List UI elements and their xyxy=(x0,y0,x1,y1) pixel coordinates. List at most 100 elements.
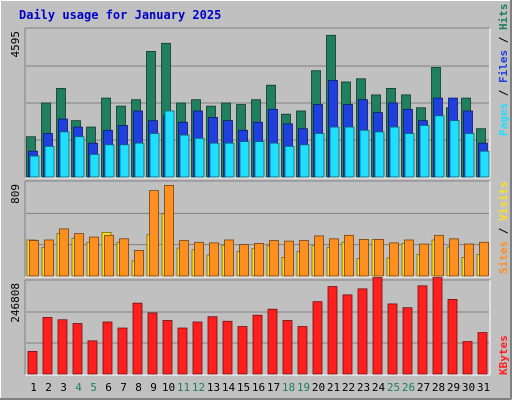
x-tick-label: 24 xyxy=(372,381,386,394)
kbytes-bar xyxy=(177,327,188,375)
y-max-label: 246808 xyxy=(9,283,22,323)
pages-bar xyxy=(449,120,460,178)
sites-bar xyxy=(389,242,399,277)
sites-bar xyxy=(194,241,204,277)
sites-bar xyxy=(299,240,309,277)
kbytes-bar xyxy=(222,320,233,375)
x-tick-label: 28 xyxy=(432,381,445,394)
kbytes-bar xyxy=(297,326,308,375)
legend-sites: Sites xyxy=(497,241,510,274)
kbytes-bar xyxy=(132,302,143,375)
y-max-label: 809 xyxy=(9,184,22,204)
x-tick-label: 14 xyxy=(222,381,236,394)
x-tick-label: 25 xyxy=(387,381,400,394)
legend-kbytes-panel: KBytes xyxy=(497,335,510,375)
pages-bar xyxy=(344,126,355,178)
sites-bar xyxy=(374,238,384,277)
kbytes-bar xyxy=(312,301,323,375)
x-tick-label: 31 xyxy=(477,381,490,394)
sites-bar xyxy=(314,235,324,277)
kbytes-bar xyxy=(447,298,458,375)
kbytes-bar xyxy=(342,294,353,375)
kbytes-bar xyxy=(87,340,98,375)
legend-separator: / xyxy=(497,30,510,50)
pages-bar xyxy=(404,133,415,178)
legend-files: Files xyxy=(497,50,510,83)
pages-bar xyxy=(299,144,310,178)
sites-bar xyxy=(359,238,369,277)
legend-separator: / xyxy=(497,221,510,241)
pages-bar xyxy=(479,150,490,178)
pages-bar xyxy=(74,136,85,178)
sites-bar xyxy=(269,240,279,277)
pages-bar xyxy=(419,125,430,178)
kbytes-bar xyxy=(102,321,113,375)
x-tick-label: 5 xyxy=(90,381,97,394)
x-tick-label: 1 xyxy=(30,381,37,394)
kbytes-bar xyxy=(477,332,488,375)
pages-bar xyxy=(254,141,265,178)
sites-bar xyxy=(434,234,444,277)
x-tick-label: 8 xyxy=(135,381,142,394)
sites-bar xyxy=(419,243,429,277)
kbytes-bar xyxy=(282,320,293,375)
x-tick-label: 7 xyxy=(120,381,127,394)
legend-visits: Visits xyxy=(497,181,510,221)
sites-panel: 809 xyxy=(9,180,491,278)
x-tick-label: 21 xyxy=(327,381,340,394)
pages-bar xyxy=(434,115,445,178)
sites-bar xyxy=(254,243,264,277)
x-tick-label: 13 xyxy=(207,381,220,394)
pages-bar xyxy=(44,146,55,178)
sites-bar xyxy=(29,240,39,277)
sites-bar xyxy=(209,242,219,277)
sites-bar xyxy=(479,241,489,277)
x-tick-label: 18 xyxy=(282,381,295,394)
kbytes-bar xyxy=(57,319,68,375)
sites-bar xyxy=(89,236,99,277)
pages-bar xyxy=(209,142,220,178)
y-max-label: 4595 xyxy=(9,31,22,58)
x-tick-label: 15 xyxy=(237,381,250,394)
x-tick-label: 2 xyxy=(45,381,52,394)
x-tick-label: 29 xyxy=(447,381,460,394)
kbytes-bar xyxy=(252,314,263,375)
sites-bar xyxy=(329,238,339,277)
legend-hits-panel: Pages / Files / Hits xyxy=(497,4,510,137)
kbytes-bar xyxy=(267,308,278,375)
kbytes-bar xyxy=(117,327,128,375)
pages-bar xyxy=(374,131,385,178)
kbytes-bar xyxy=(207,316,218,375)
x-tick-label: 9 xyxy=(150,381,157,394)
pages-bar xyxy=(134,142,145,178)
sites-bar xyxy=(134,250,144,277)
kbytes-bar xyxy=(357,288,368,375)
x-tick-label: 4 xyxy=(75,381,82,394)
pages-bar xyxy=(119,144,130,178)
pages-bar xyxy=(314,133,325,178)
kbytes-bar xyxy=(417,285,428,375)
legend-hits: Hits xyxy=(497,4,510,31)
pages-bar xyxy=(389,126,400,178)
pages-bar xyxy=(59,131,70,178)
pages-bar xyxy=(224,142,235,178)
sites-bar xyxy=(224,239,234,277)
kbytes-bar xyxy=(327,286,338,375)
x-tick-label: 30 xyxy=(462,381,475,394)
pages-bar xyxy=(464,133,475,178)
x-tick-label: 3 xyxy=(60,381,67,394)
x-tick-label: 10 xyxy=(162,381,175,394)
sites-bar xyxy=(74,233,84,277)
x-tick-label: 11 xyxy=(177,381,190,394)
chart-title: Daily usage for January 2025 xyxy=(19,8,221,22)
legend-kbytes: KBytes xyxy=(497,335,510,375)
x-tick-label: 16 xyxy=(252,381,265,394)
kbytes-bar xyxy=(372,277,383,375)
pages-bar xyxy=(89,154,100,178)
sites-bar xyxy=(239,244,249,277)
kbytes-bar xyxy=(432,277,443,375)
pages-bar xyxy=(329,126,340,178)
kbytes-bar xyxy=(387,303,398,375)
x-tick-label: 22 xyxy=(342,381,355,394)
